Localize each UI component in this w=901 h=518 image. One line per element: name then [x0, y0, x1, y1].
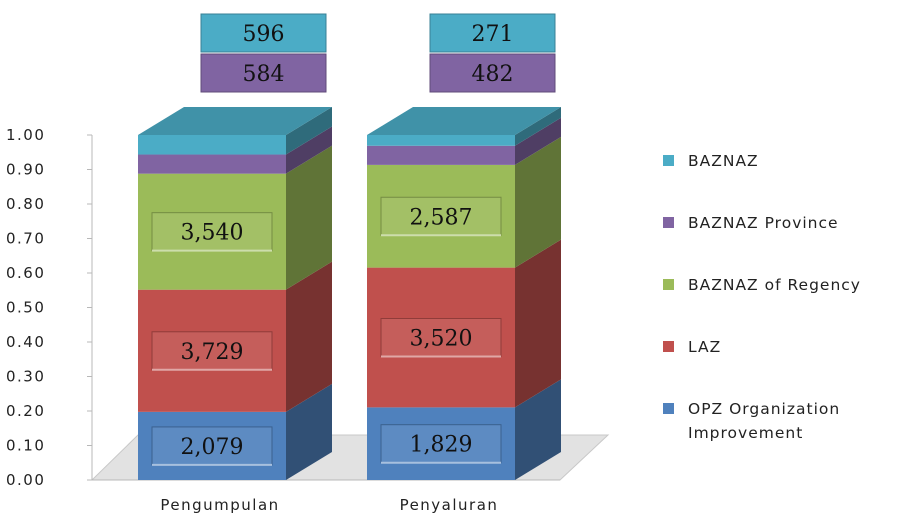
data-label: 3,520	[410, 326, 473, 351]
legend-item[interactable]: LAZ	[663, 338, 721, 356]
bar-segment-side	[286, 107, 332, 155]
legend-label: BAZNAZ of Regency	[688, 276, 861, 294]
bar-segment-side	[515, 107, 561, 146]
data-label-box	[151, 331, 273, 371]
y-tick-label: 1.00	[6, 126, 45, 144]
data-label: 271	[472, 22, 514, 47]
category-label: Pengumpulan	[160, 496, 279, 514]
bar-segment-side	[515, 379, 561, 480]
legend-label: BAZNAZ	[688, 152, 759, 170]
legend-label: LAZ	[688, 338, 721, 356]
data-label: 584	[243, 62, 285, 87]
bar-segment	[138, 135, 286, 155]
data-labels: 2,079 3,729 3,540 584 596 1,829 3,520 2,587 482 2…	[151, 13, 556, 466]
bar-segment-side	[286, 383, 332, 480]
bar-segment-side	[515, 117, 561, 165]
legend-item[interactable]: BAZNAZ of Regency	[663, 276, 861, 294]
legend-swatch	[663, 403, 674, 414]
data-label-box	[200, 53, 327, 93]
bar-segment-side	[515, 136, 561, 268]
data-label: 482	[472, 62, 514, 87]
bar-top-face	[367, 107, 561, 135]
data-label-box	[380, 196, 502, 236]
legend-item[interactable]: BAZNAZ	[663, 152, 759, 170]
legend-item[interactable]: OPZ Organization Improvement	[663, 400, 840, 442]
legend-label: Improvement	[688, 424, 803, 442]
category-label: Penyaluran	[400, 496, 499, 514]
bar-segment-side	[286, 261, 332, 412]
data-label: 3,729	[181, 340, 244, 365]
data-label-box	[151, 426, 273, 466]
bar-segment	[138, 154, 286, 174]
bar-segment	[367, 135, 515, 146]
bars	[138, 107, 561, 480]
data-label: 2,587	[410, 205, 473, 230]
data-label-box	[429, 13, 556, 53]
data-label-box	[429, 53, 556, 93]
y-axis: 0.00 0.10 0.20 0.30 0.40 0.50 0.60 0.70 0.80 0.90…	[6, 126, 560, 489]
bar-segment-side	[286, 145, 332, 290]
legend-item[interactable]: BAZNAZ Province	[663, 214, 839, 232]
y-tick-label: 0.80	[6, 195, 45, 213]
bar-segment	[367, 145, 515, 165]
legend-swatch	[663, 341, 674, 352]
data-label-box	[380, 424, 502, 464]
y-tick-label: 0.30	[6, 368, 45, 386]
legend[interactable]: BAZNAZ BAZNAZ Province BAZNAZ of Regency LA…	[663, 152, 861, 442]
bar-segment-side	[286, 126, 332, 174]
data-label: 596	[243, 22, 285, 47]
y-tick-label: 0.70	[6, 230, 45, 248]
y-tick-label: 0.90	[6, 161, 45, 179]
legend-swatch	[663, 217, 674, 228]
y-tick-label: 0.50	[6, 299, 45, 317]
data-label: 2,079	[181, 435, 244, 460]
legend-label: BAZNAZ Province	[688, 214, 839, 232]
y-tick-label: 0.60	[6, 264, 45, 282]
y-tick-label: 0.20	[6, 402, 45, 420]
data-label: 1,829	[410, 433, 473, 458]
data-label-box	[151, 212, 273, 252]
x-axis-labels: Pengumpulan Penyaluran	[160, 496, 499, 514]
legend-label: OPZ Organization	[688, 400, 840, 418]
y-tick-label: 0.40	[6, 333, 45, 351]
bar-top-face	[138, 107, 332, 135]
y-tick-label: 0.00	[6, 471, 45, 489]
legend-swatch	[663, 279, 674, 290]
data-label-box	[380, 317, 502, 357]
data-label-box	[200, 13, 327, 53]
legend-swatch	[663, 155, 674, 166]
data-label: 3,540	[181, 221, 244, 246]
bar-segment-side	[515, 239, 561, 408]
y-tick-label: 0.10	[6, 437, 45, 455]
